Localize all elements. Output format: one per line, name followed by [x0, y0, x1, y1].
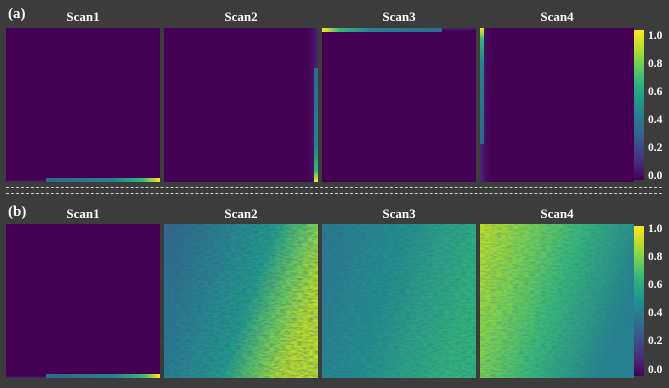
- panel-a-scan2-heatmap: [164, 28, 318, 182]
- panel-b-tick-0-8: 0.8: [648, 251, 663, 263]
- panel-b-scan3-heatmap: [322, 224, 476, 378]
- panel-b-scan4-title: Scan4: [540, 206, 574, 221]
- panel-b-scan2-heatmap: [164, 224, 318, 378]
- panel-a-scan3-heatmap: [322, 28, 476, 182]
- panel-b-scan3-title: Scan3: [382, 206, 416, 221]
- panel-b-scan4-heatmap: [480, 224, 634, 378]
- panel-a-scan4-title: Scan4: [540, 9, 574, 24]
- panel-a-scan1-title: Scan1: [66, 9, 100, 24]
- panel-b-tick-0-2: 0.2: [648, 335, 663, 347]
- panel-a-tick-0-6: 0.6: [648, 86, 663, 98]
- panel-a-scan2-title: Scan2: [224, 9, 258, 24]
- panel-a-scan4-heatmap: [480, 28, 634, 182]
- panel-b-tick-1-0: 1.0: [648, 223, 663, 235]
- panel-a-scan1-heatmap: [6, 28, 160, 182]
- panel-b-colorbar: [634, 226, 644, 376]
- panel-a-tick-1-0: 1.0: [648, 30, 663, 42]
- panel-b-scan1-title: Scan1: [66, 206, 100, 221]
- panel-a-tick-0-0: 0.0: [648, 170, 663, 182]
- panel-divider-top: [6, 187, 662, 188]
- panel-a-colorbar: [634, 30, 644, 180]
- panel-b-tick-0-6: 0.6: [648, 279, 663, 291]
- panel-a-tick-0-8: 0.8: [648, 58, 663, 70]
- panel-b-tick-0-0: 0.0: [648, 364, 663, 376]
- panel-divider-bottom: [6, 193, 662, 194]
- panel-b-tick-0-4: 0.4: [648, 307, 663, 319]
- panel-a-tick-0-2: 0.2: [648, 142, 663, 154]
- panel-a-scan3-title: Scan3: [382, 9, 416, 24]
- panel-a-label: (a): [8, 6, 26, 22]
- panel-b-scan2-title: Scan2: [224, 206, 258, 221]
- panel-a-tick-0-4: 0.4: [648, 114, 663, 126]
- panel-b-scan1-heatmap: [6, 224, 160, 378]
- panel-b-label: (b): [8, 204, 27, 220]
